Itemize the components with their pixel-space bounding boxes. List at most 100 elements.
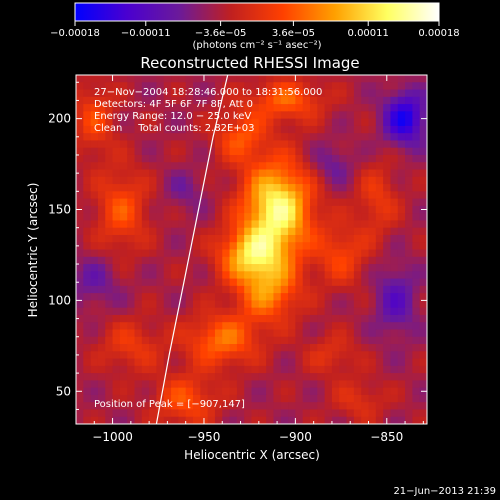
heatmap-cell bbox=[258, 365, 267, 374]
heatmap-cell bbox=[273, 82, 282, 91]
heatmap-cell bbox=[258, 213, 267, 222]
heatmap-cell bbox=[171, 402, 179, 411]
heatmap-cell bbox=[288, 271, 296, 280]
heatmap-cell bbox=[419, 256, 427, 265]
heatmap-cell bbox=[214, 140, 223, 149]
heatmap-cell bbox=[361, 125, 370, 134]
heatmap-cell bbox=[368, 147, 377, 156]
heatmap-cell bbox=[236, 278, 245, 287]
heatmap-cell bbox=[302, 271, 311, 280]
heatmap-cell bbox=[251, 220, 260, 229]
heatmap-cell bbox=[76, 351, 84, 360]
heatmap-cell bbox=[229, 264, 238, 272]
heatmap-cell bbox=[171, 314, 179, 323]
heatmap-cell bbox=[375, 344, 384, 352]
heatmap-cell bbox=[412, 264, 421, 272]
heatmap-cell bbox=[390, 264, 399, 272]
heatmap-cell bbox=[244, 133, 253, 142]
heatmap-cell bbox=[178, 278, 187, 287]
heatmap-cell bbox=[244, 278, 253, 287]
heatmap-cell bbox=[83, 278, 92, 287]
heatmap-cell bbox=[331, 256, 340, 265]
heatmap-cell bbox=[419, 409, 427, 418]
heatmap-cell bbox=[76, 344, 84, 352]
heatmap-cell bbox=[331, 285, 340, 294]
heatmap-cell bbox=[244, 336, 253, 345]
heatmap-cell bbox=[280, 89, 289, 98]
heatmap-cell bbox=[97, 373, 106, 381]
heatmap-cell bbox=[331, 176, 340, 185]
heatmap-cell bbox=[273, 75, 282, 83]
heatmap-cell bbox=[193, 256, 201, 265]
heatmap-cell bbox=[134, 344, 143, 352]
heatmap-cell bbox=[112, 387, 121, 396]
heatmap-cell bbox=[119, 125, 128, 134]
heatmap-cell bbox=[324, 256, 333, 265]
heatmap-cell bbox=[207, 314, 216, 323]
heatmap-cell bbox=[412, 227, 421, 236]
heatmap-cell bbox=[76, 234, 84, 243]
colorbar-tick-label: 0.00018 bbox=[418, 28, 459, 39]
heatmap-cell bbox=[178, 402, 187, 411]
heatmap-cell bbox=[97, 402, 106, 411]
heatmap-cell bbox=[353, 140, 362, 149]
heatmap-cell bbox=[141, 169, 150, 178]
heatmap-cell bbox=[390, 133, 399, 142]
heatmap-cell bbox=[302, 140, 311, 149]
heatmap-cell bbox=[236, 147, 245, 156]
heatmap-cell bbox=[273, 293, 282, 301]
heatmap-cell bbox=[405, 111, 413, 120]
heatmap-cell bbox=[171, 256, 179, 265]
heatmap-cell bbox=[368, 329, 377, 338]
heatmap-cell bbox=[207, 249, 216, 258]
heatmap-cell bbox=[419, 242, 427, 251]
heatmap-cell bbox=[310, 314, 318, 323]
heatmap-cell bbox=[419, 89, 427, 98]
colorbar-tick-label: −0.00011 bbox=[121, 28, 171, 39]
heatmap-cell bbox=[185, 365, 194, 374]
heatmap-cell bbox=[127, 118, 136, 127]
heatmap-cell bbox=[258, 336, 267, 345]
heatmap-cell bbox=[302, 416, 311, 424]
heatmap-cell bbox=[163, 191, 172, 200]
heatmap-cell bbox=[119, 365, 128, 374]
heatmap-cell bbox=[280, 162, 289, 171]
heatmap-cell bbox=[353, 329, 362, 338]
heatmap-cell bbox=[229, 300, 238, 309]
heatmap-cell bbox=[339, 169, 348, 178]
heatmap-cell bbox=[163, 285, 172, 294]
heatmap-cell bbox=[185, 242, 194, 251]
heatmap-cell bbox=[368, 365, 377, 374]
heatmap-cell bbox=[200, 293, 209, 301]
heatmap-cell bbox=[112, 133, 121, 142]
heatmap-cell bbox=[405, 96, 413, 105]
heatmap-cell bbox=[119, 416, 128, 424]
heatmap-cell bbox=[368, 402, 377, 411]
heatmap-cell bbox=[361, 358, 370, 367]
heatmap-cell bbox=[236, 365, 245, 374]
heatmap-cell bbox=[412, 380, 421, 389]
heatmap-cell bbox=[185, 140, 194, 149]
heatmap-cell bbox=[273, 373, 282, 381]
heatmap-cell bbox=[397, 387, 406, 396]
heatmap-cell bbox=[397, 205, 406, 214]
heatmap-cell bbox=[97, 205, 106, 214]
heatmap-cell bbox=[112, 373, 121, 381]
heatmap-cell bbox=[149, 82, 158, 91]
heatmap-cell bbox=[97, 75, 106, 83]
heatmap-cell bbox=[346, 111, 355, 120]
heatmap-cell bbox=[361, 111, 370, 120]
heatmap-cell bbox=[273, 365, 282, 374]
heatmap-cell bbox=[207, 191, 216, 200]
heatmap-cell bbox=[97, 293, 106, 301]
heatmap-cell bbox=[405, 387, 413, 396]
heatmap-cell bbox=[339, 176, 348, 185]
heatmap-cell bbox=[134, 300, 143, 309]
heatmap-cell bbox=[383, 322, 392, 331]
heatmap-cell bbox=[134, 118, 143, 127]
heatmap-cell bbox=[412, 205, 421, 214]
heatmap-cell bbox=[397, 351, 406, 360]
heatmap-cell bbox=[236, 198, 245, 207]
heatmap-cell bbox=[185, 322, 194, 331]
heatmap-cell bbox=[324, 140, 333, 149]
